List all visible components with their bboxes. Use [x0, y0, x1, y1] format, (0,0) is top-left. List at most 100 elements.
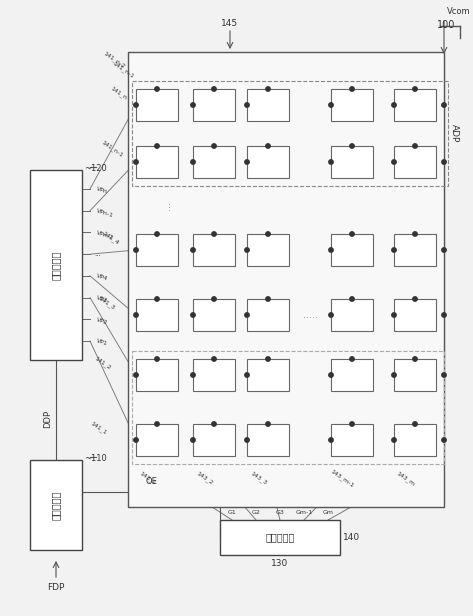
Text: ...: ...: [94, 251, 101, 257]
Circle shape: [329, 160, 333, 164]
Circle shape: [442, 160, 446, 164]
Circle shape: [245, 248, 249, 252]
Text: 141_3: 141_3: [97, 296, 116, 311]
Text: 140: 140: [343, 533, 360, 542]
Circle shape: [442, 248, 446, 252]
Bar: [394, 146, 436, 178]
Text: VP4: VP4: [95, 274, 108, 282]
Text: 100: 100: [437, 20, 455, 30]
Circle shape: [413, 144, 417, 148]
Circle shape: [245, 160, 249, 164]
Circle shape: [245, 373, 249, 377]
Text: G1: G1: [228, 510, 236, 515]
Circle shape: [350, 87, 354, 91]
Circle shape: [191, 248, 195, 252]
Circle shape: [329, 248, 333, 252]
Circle shape: [155, 297, 159, 301]
Text: 扑极驱动器: 扑极驱动器: [265, 532, 295, 543]
Text: VPn: VPn: [95, 187, 108, 195]
Bar: [193, 359, 235, 391]
Bar: [331, 234, 373, 266]
Text: 时序控制器: 时序控制器: [51, 490, 61, 520]
Circle shape: [413, 422, 417, 426]
Circle shape: [413, 357, 417, 361]
Text: 141_n: 141_n: [110, 86, 128, 101]
Text: Gm: Gm: [323, 510, 333, 515]
Text: 141_4: 141_4: [102, 230, 120, 246]
Circle shape: [134, 103, 138, 107]
Circle shape: [413, 87, 417, 91]
Circle shape: [350, 232, 354, 236]
Bar: [247, 234, 289, 266]
Circle shape: [266, 297, 270, 301]
Text: 143_2: 143_2: [195, 471, 214, 486]
Bar: [132, 351, 444, 464]
Circle shape: [155, 357, 159, 361]
Circle shape: [134, 313, 138, 317]
Text: 130: 130: [272, 559, 289, 567]
Circle shape: [350, 422, 354, 426]
Text: G2: G2: [252, 510, 261, 515]
Circle shape: [413, 232, 417, 236]
Text: ~120: ~120: [84, 164, 107, 173]
Bar: [247, 89, 289, 121]
Circle shape: [392, 248, 396, 252]
Text: ADP: ADP: [449, 124, 458, 143]
Text: OE: OE: [145, 477, 157, 487]
Text: 143_m-1: 143_m-1: [330, 468, 355, 488]
Circle shape: [245, 313, 249, 317]
Circle shape: [442, 103, 446, 107]
Text: VP1: VP1: [95, 339, 108, 347]
Circle shape: [266, 87, 270, 91]
Text: 145: 145: [221, 18, 238, 28]
Text: VPn-1: VPn-1: [95, 208, 114, 219]
Bar: [247, 359, 289, 391]
Text: VP3: VP3: [95, 295, 108, 304]
Text: Gm-1: Gm-1: [296, 510, 313, 515]
Circle shape: [212, 297, 216, 301]
Bar: [394, 299, 436, 331]
Circle shape: [212, 357, 216, 361]
Circle shape: [212, 422, 216, 426]
Bar: [128, 52, 444, 507]
Bar: [193, 146, 235, 178]
Bar: [247, 299, 289, 331]
Circle shape: [329, 103, 333, 107]
Circle shape: [266, 232, 270, 236]
Circle shape: [329, 373, 333, 377]
Circle shape: [134, 438, 138, 442]
Bar: [394, 234, 436, 266]
Circle shape: [350, 144, 354, 148]
Text: FDP: FDP: [47, 583, 65, 593]
Circle shape: [392, 103, 396, 107]
Bar: [30, 460, 82, 550]
Text: 141_n-2: 141_n-2: [103, 51, 127, 70]
Text: 143_m: 143_m: [395, 470, 416, 487]
Circle shape: [350, 357, 354, 361]
Text: 141_1: 141_1: [90, 421, 108, 436]
Circle shape: [392, 313, 396, 317]
Circle shape: [350, 297, 354, 301]
Circle shape: [392, 160, 396, 164]
Circle shape: [266, 422, 270, 426]
Circle shape: [442, 438, 446, 442]
Bar: [136, 234, 178, 266]
Bar: [394, 424, 436, 456]
Bar: [331, 146, 373, 178]
Text: Vcom: Vcom: [447, 7, 471, 17]
Bar: [331, 89, 373, 121]
Circle shape: [134, 160, 138, 164]
Circle shape: [392, 438, 396, 442]
Bar: [394, 89, 436, 121]
Circle shape: [212, 87, 216, 91]
Text: 143_3: 143_3: [249, 471, 268, 486]
Circle shape: [245, 438, 249, 442]
Bar: [30, 170, 82, 360]
Circle shape: [191, 313, 195, 317]
Circle shape: [212, 232, 216, 236]
Bar: [247, 424, 289, 456]
Bar: [193, 234, 235, 266]
Circle shape: [191, 103, 195, 107]
Bar: [331, 359, 373, 391]
Circle shape: [134, 373, 138, 377]
